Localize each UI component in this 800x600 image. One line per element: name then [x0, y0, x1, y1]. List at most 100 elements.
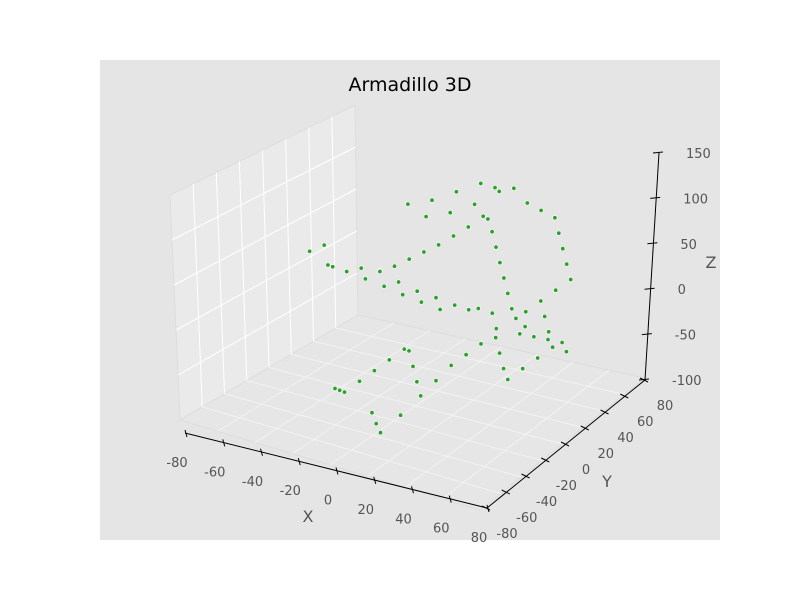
scatter-point	[553, 287, 559, 293]
x-axis-label: X	[303, 507, 314, 526]
scatter-point	[493, 335, 499, 341]
scatter-point	[478, 341, 484, 347]
z-tick-label: 100	[683, 192, 708, 207]
y-tick	[501, 489, 510, 495]
grid-line	[192, 183, 203, 407]
scatter-point	[465, 224, 471, 230]
grid-line	[173, 188, 357, 286]
scatter-point	[401, 346, 407, 352]
x-tick-label: 0	[324, 494, 332, 509]
y-tick-label: -60	[516, 511, 537, 526]
scatter-point	[386, 357, 392, 363]
x-tick	[260, 448, 263, 456]
x-tick-label: 80	[471, 531, 488, 546]
scatter-point	[497, 260, 503, 266]
scatter-point	[485, 216, 491, 222]
grid-line	[308, 127, 314, 342]
scatter-point	[321, 242, 327, 248]
scatter-point	[480, 213, 486, 219]
scatter-point	[475, 305, 481, 311]
x-tick	[297, 457, 301, 466]
y-tick	[560, 441, 570, 447]
z-tick	[638, 378, 650, 381]
scatter-point	[330, 264, 336, 270]
scatter-point	[414, 379, 420, 385]
scatter-point	[437, 306, 443, 312]
scatter-point	[493, 326, 499, 332]
scatter-point	[546, 329, 552, 335]
scatter-point	[463, 352, 469, 358]
scatter-point	[344, 268, 350, 274]
scatter-point	[523, 309, 529, 315]
scatter-point	[505, 290, 511, 296]
y-tick	[481, 505, 491, 511]
z-tick	[641, 333, 652, 336]
scatter-point	[396, 279, 402, 285]
scatter-point	[307, 248, 313, 254]
y-tick	[620, 393, 629, 399]
grid-line	[285, 138, 292, 355]
scatter-point	[466, 307, 472, 313]
scatter-point	[550, 344, 556, 350]
scatter-point	[545, 337, 551, 343]
y-tick-label: -80	[496, 527, 517, 542]
grid-line	[171, 146, 356, 241]
z-axis-label: Z	[706, 253, 717, 272]
scatter-point	[377, 268, 383, 274]
y-tick	[580, 425, 589, 431]
grid-line	[215, 172, 225, 394]
z-tick	[652, 151, 664, 154]
scatter-point	[472, 201, 478, 207]
grid-line	[177, 272, 358, 376]
grid-line	[442, 369, 610, 500]
y-tick	[541, 457, 550, 463]
grid-line	[367, 353, 538, 477]
x-tick-label: -80	[166, 456, 187, 471]
scatter-point	[452, 302, 458, 308]
scatter-point	[436, 242, 442, 248]
y-tick-label: 40	[617, 431, 634, 446]
scatter-point	[497, 350, 503, 356]
scatter-point	[501, 366, 507, 372]
scatter-point	[568, 276, 574, 282]
scatter-point	[509, 306, 515, 312]
grid-lines	[171, 116, 625, 500]
scatter-point	[418, 393, 424, 399]
scatter-point	[542, 313, 548, 319]
scatter-point	[501, 275, 507, 281]
scatter-point	[362, 276, 368, 282]
scatter-point	[433, 378, 439, 384]
grid-line	[329, 346, 502, 466]
scatter-point	[377, 430, 383, 436]
x-tick	[222, 439, 226, 447]
scatter-point	[381, 283, 387, 289]
scatter-point	[423, 214, 429, 220]
scatter-point	[406, 348, 412, 354]
scatter-point	[564, 261, 570, 267]
grid-line	[262, 149, 270, 368]
x-axis-line	[184, 432, 488, 509]
scatter-point	[524, 200, 530, 206]
scatter-point	[453, 189, 459, 195]
scatter-point	[400, 292, 406, 298]
scatter-point	[505, 376, 511, 382]
scatter-point	[511, 185, 517, 191]
scatter-point	[513, 315, 519, 321]
scatter-point	[447, 210, 453, 216]
z-tick	[644, 287, 655, 290]
grid-line	[331, 116, 337, 329]
scatter-point	[405, 201, 411, 207]
scatter-point	[358, 265, 364, 271]
scatter-point	[556, 230, 562, 236]
scatter-point	[418, 299, 424, 305]
scatter-point	[522, 324, 528, 330]
scatter-point	[563, 349, 569, 355]
scatter-point	[478, 180, 484, 186]
z-tick-label: -100	[672, 374, 702, 389]
scatter-point	[559, 339, 565, 345]
x-tick-label: -40	[242, 475, 263, 490]
scatter-point	[531, 334, 537, 340]
grid-line	[404, 361, 574, 488]
grid-line	[175, 230, 358, 331]
